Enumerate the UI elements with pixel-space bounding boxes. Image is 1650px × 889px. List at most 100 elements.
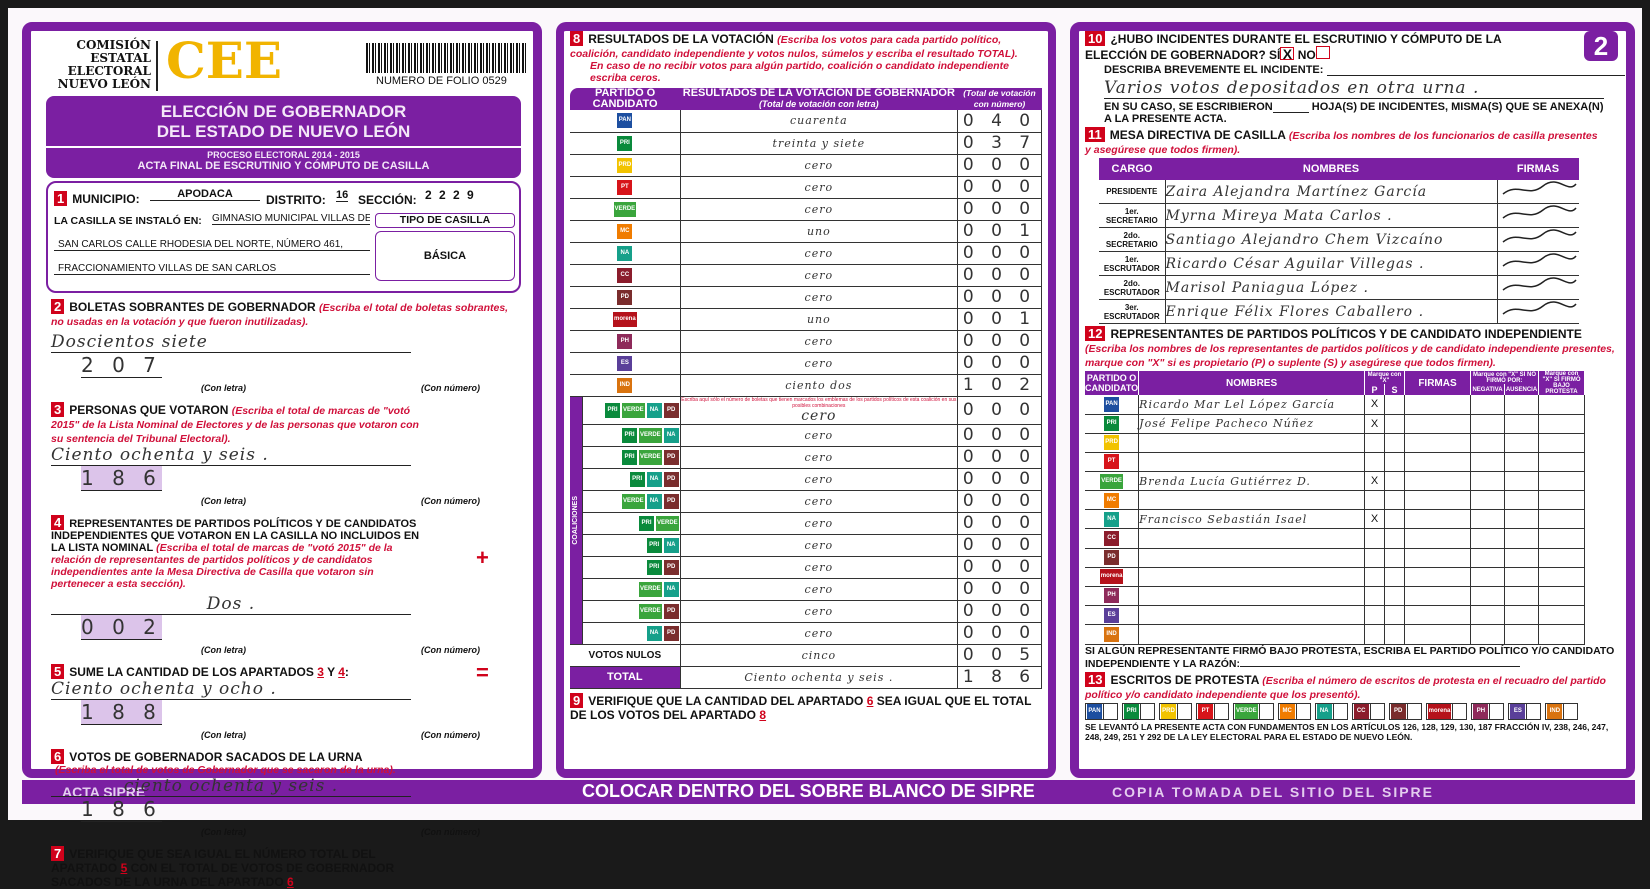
protest-box[interactable]: PH <box>1471 702 1505 720</box>
coalition-numero[interactable]: 0 0 0 <box>957 490 1042 513</box>
protest-box[interactable]: PRI <box>1122 702 1155 720</box>
ausencia-mark[interactable] <box>1504 414 1539 434</box>
representante-firma[interactable] <box>1404 624 1471 645</box>
nulos-letra[interactable]: cinco <box>680 644 959 667</box>
suplente-mark[interactable] <box>1384 605 1405 626</box>
representante-nombre[interactable]: Francisco Sebastián Isael <box>1138 509 1365 530</box>
suplente-mark[interactable] <box>1384 624 1405 645</box>
representante-nombre[interactable]: Ricardo Mar Lel López García <box>1138 395 1365 415</box>
coalition-numero[interactable]: 0 0 0 <box>957 622 1042 645</box>
ausencia-mark[interactable] <box>1504 624 1539 645</box>
coalition-letra[interactable]: cero <box>680 578 959 601</box>
ausencia-mark[interactable] <box>1504 395 1539 415</box>
votes-numero[interactable]: 0 0 0 <box>957 198 1042 221</box>
ausencia-mark[interactable] <box>1504 548 1539 568</box>
representante-nombre[interactable] <box>1138 490 1365 511</box>
nulos-numero[interactable]: 0 0 5 <box>957 644 1042 667</box>
negativa-mark[interactable] <box>1470 433 1505 453</box>
bajo-protesta-mark[interactable] <box>1538 586 1585 607</box>
votes-numero[interactable]: 0 3 7 <box>957 132 1042 155</box>
coalition-numero[interactable]: 0 0 0 <box>957 534 1042 557</box>
representante-nombre[interactable] <box>1138 605 1365 626</box>
coalition-numero[interactable]: 0 0 0 <box>957 600 1042 623</box>
seccion-field[interactable]: 2 2 2 9 <box>425 188 476 202</box>
votes-letra[interactable]: cero <box>680 330 959 353</box>
distrito-field[interactable]: 16 <box>336 189 349 202</box>
protest-box[interactable]: morena <box>1425 702 1468 720</box>
urna-letra[interactable]: ciento ochenta y seis . <box>51 776 411 797</box>
si-checkbox[interactable]: X <box>1280 47 1295 61</box>
votes-letra[interactable]: cero <box>680 154 959 177</box>
incident-description[interactable]: Varios votos depositados en otra urna . <box>1104 78 1604 99</box>
suplente-mark[interactable] <box>1384 452 1405 473</box>
negativa-mark[interactable] <box>1470 605 1505 626</box>
representante-firma[interactable] <box>1404 548 1471 568</box>
votes-letra[interactable]: cero <box>680 264 959 287</box>
coalition-letra[interactable]: cero <box>680 424 959 447</box>
coalition-letra[interactable]: cero <box>680 556 959 579</box>
negativa-mark[interactable] <box>1470 395 1505 415</box>
firma-signature[interactable] <box>1497 203 1579 228</box>
bajo-protesta-mark[interactable] <box>1538 395 1585 415</box>
coalition-letra[interactable]: cero <box>680 534 959 557</box>
total-letra[interactable]: Ciento ochenta y seis . <box>680 666 959 689</box>
negativa-mark[interactable] <box>1470 528 1505 549</box>
firma-signature[interactable] <box>1497 251 1579 276</box>
protest-box[interactable]: NA <box>1314 702 1348 720</box>
address-line-1[interactable]: GIMNASIO MUNICIPAL VILLAS DE <box>212 213 370 225</box>
coalition-letra[interactable]: Escriba aquí sólo el número de boletas q… <box>680 396 959 425</box>
funcionario-nombre[interactable]: Zaira Alejandra Martínez García <box>1165 180 1498 204</box>
suplente-mark[interactable] <box>1384 509 1405 530</box>
hojas-field[interactable] <box>1272 103 1309 113</box>
propietario-mark[interactable] <box>1364 433 1385 453</box>
bajo-protesta-mark[interactable] <box>1538 471 1585 492</box>
coalition-letra[interactable]: cero <box>680 512 959 535</box>
ausencia-mark[interactable] <box>1504 509 1539 530</box>
coalition-letra[interactable]: cero <box>680 446 959 469</box>
propietario-mark[interactable] <box>1364 528 1385 549</box>
protest-box[interactable]: PD <box>1388 702 1422 720</box>
negativa-mark[interactable] <box>1470 490 1505 511</box>
suma-numero[interactable]: 1 8 8 <box>81 700 162 725</box>
suma-letra[interactable]: Ciento ochenta y ocho . <box>51 679 411 700</box>
propietario-mark[interactable]: X <box>1364 471 1385 492</box>
ausencia-mark[interactable] <box>1504 433 1539 453</box>
ausencia-mark[interactable] <box>1504 528 1539 549</box>
bajo-protesta-mark[interactable] <box>1538 567 1585 587</box>
votes-letra[interactable]: cero <box>680 198 959 221</box>
representante-nombre[interactable] <box>1138 567 1365 587</box>
suplente-mark[interactable] <box>1384 490 1405 511</box>
representante-firma[interactable] <box>1404 605 1471 626</box>
boletas-letra[interactable]: Doscientos siete <box>51 332 411 353</box>
representante-firma[interactable] <box>1404 490 1471 511</box>
representante-firma[interactable] <box>1404 433 1471 453</box>
protesta-reason-field[interactable] <box>1240 657 1520 667</box>
suplente-mark[interactable] <box>1384 528 1405 549</box>
bajo-protesta-mark[interactable] <box>1538 605 1585 626</box>
coalition-numero[interactable]: 0 0 0 <box>957 424 1042 447</box>
funcionario-nombre[interactable]: Enrique Félix Flores Caballero . <box>1165 299 1498 324</box>
propietario-mark[interactable]: X <box>1364 414 1385 434</box>
negativa-mark[interactable] <box>1470 509 1505 530</box>
representante-firma[interactable] <box>1404 567 1471 587</box>
representante-nombre[interactable] <box>1138 624 1365 645</box>
urna-numero[interactable]: 1 8 6 <box>81 797 162 822</box>
propietario-mark[interactable] <box>1364 490 1385 511</box>
votes-numero[interactable]: 0 0 0 <box>957 352 1042 375</box>
votes-letra[interactable]: ciento dos <box>680 374 959 397</box>
coalition-letra[interactable]: cero <box>680 600 959 623</box>
coalition-numero[interactable]: 0 0 0 <box>957 512 1042 535</box>
bajo-protesta-mark[interactable] <box>1538 624 1585 645</box>
funcionario-nombre[interactable]: Santiago Alejandro Chem Vizcaíno <box>1165 227 1498 252</box>
ausencia-mark[interactable] <box>1504 586 1539 607</box>
suplente-mark[interactable] <box>1384 548 1405 568</box>
protest-box[interactable]: PAN <box>1085 702 1118 720</box>
bajo-protesta-mark[interactable] <box>1538 490 1585 511</box>
votes-numero[interactable]: 0 0 1 <box>957 220 1042 243</box>
bajo-protesta-mark[interactable] <box>1538 433 1585 453</box>
suplente-mark[interactable] <box>1384 471 1405 492</box>
votes-letra[interactable]: treinta y siete <box>680 132 959 155</box>
negativa-mark[interactable] <box>1470 586 1505 607</box>
suplente-mark[interactable] <box>1384 414 1405 434</box>
funcionario-nombre[interactable]: Marisol Paniagua López . <box>1165 275 1498 300</box>
